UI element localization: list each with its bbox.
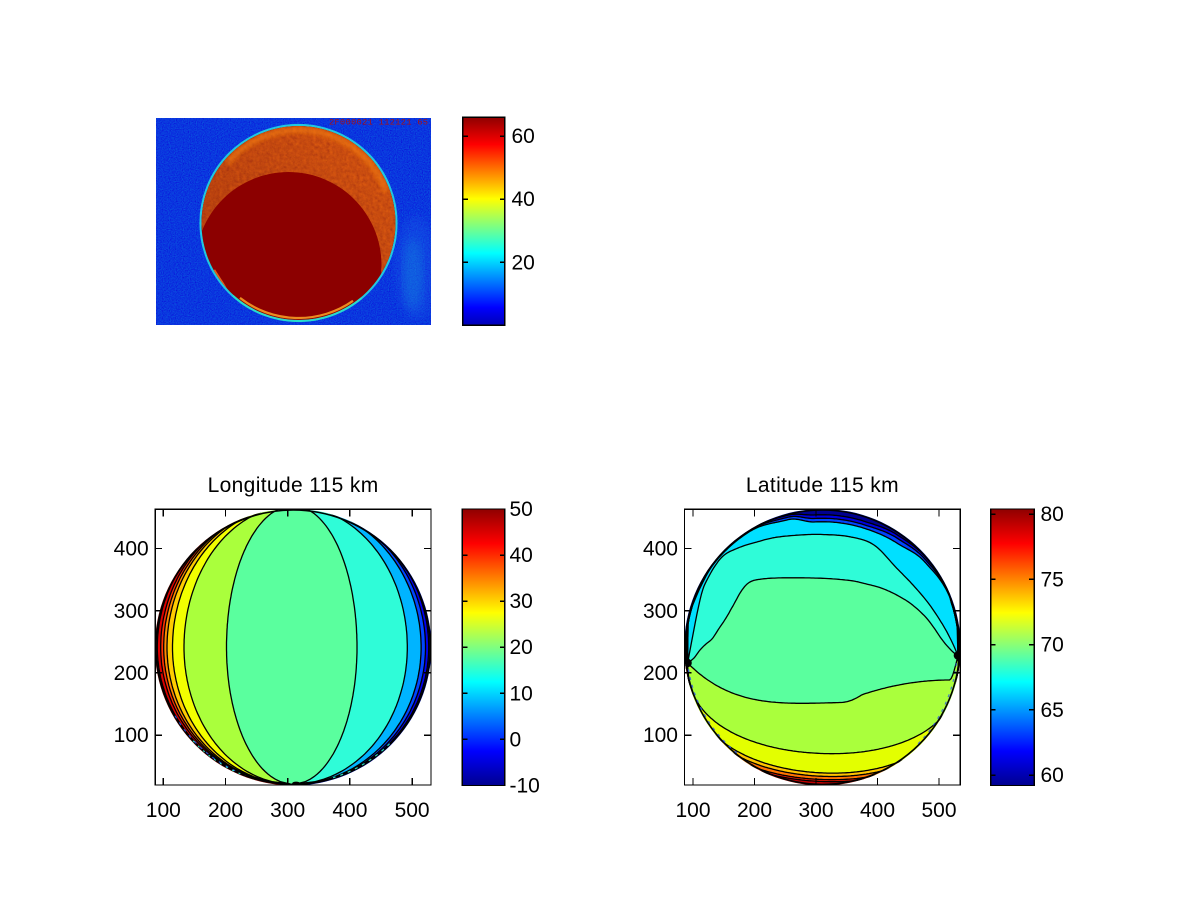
svg-text:60: 60 <box>512 125 535 148</box>
svg-text:Latitude 115 km: Latitude 115 km <box>746 474 899 497</box>
svg-text:75: 75 <box>1041 568 1064 591</box>
svg-text:0: 0 <box>510 728 522 751</box>
svg-text:300: 300 <box>114 600 149 623</box>
svg-text:70: 70 <box>1041 634 1064 657</box>
svg-text:100: 100 <box>643 724 678 747</box>
svg-text:100: 100 <box>146 799 181 822</box>
svg-text:200: 200 <box>643 662 678 685</box>
svg-text:-10: -10 <box>510 775 540 798</box>
svg-text:40: 40 <box>512 188 535 211</box>
svg-text:50: 50 <box>510 498 533 521</box>
svg-text:200: 200 <box>208 799 243 822</box>
svg-text:400: 400 <box>332 799 367 822</box>
svg-text:2F000021 112121 65: 2F000021 112121 65 <box>329 118 428 128</box>
svg-text:500: 500 <box>921 799 956 822</box>
svg-text:500: 500 <box>395 799 430 822</box>
svg-text:300: 300 <box>643 600 678 623</box>
svg-text:300: 300 <box>270 799 305 822</box>
svg-text:400: 400 <box>643 538 678 561</box>
svg-text:200: 200 <box>737 799 772 822</box>
svg-text:400: 400 <box>114 538 149 561</box>
svg-text:200: 200 <box>114 662 149 685</box>
svg-text:20: 20 <box>510 636 533 659</box>
svg-text:80: 80 <box>1041 503 1064 526</box>
svg-text:Longitude 115 km: Longitude 115 km <box>208 474 379 497</box>
svg-text:10: 10 <box>510 682 533 705</box>
svg-text:40: 40 <box>510 544 533 567</box>
svg-text:400: 400 <box>860 799 895 822</box>
svg-text:100: 100 <box>675 799 710 822</box>
svg-text:60: 60 <box>1041 764 1064 787</box>
svg-text:100: 100 <box>114 724 149 747</box>
svg-text:30: 30 <box>510 590 533 613</box>
svg-text:65: 65 <box>1041 699 1064 722</box>
svg-text:20: 20 <box>512 251 535 274</box>
svg-text:300: 300 <box>798 799 833 822</box>
